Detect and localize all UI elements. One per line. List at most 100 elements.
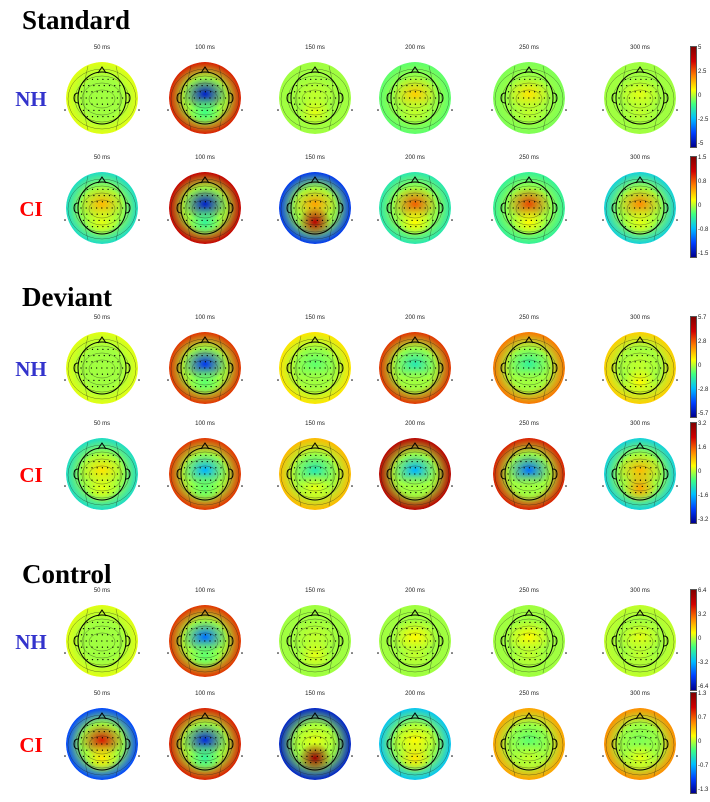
electrode-dots [377,188,453,228]
colorbar-tick-label: 5 [698,45,702,51]
time-label: 300 ms [630,155,650,161]
scalp-potential-map [604,172,676,244]
colorbar-tick-label: 2.5 [698,69,707,75]
topomap: 100 ms [163,587,247,685]
time-label: 300 ms [630,691,650,697]
electrode-dots [602,188,678,228]
head-outline [176,609,234,668]
time-label: 250 ms [519,45,539,51]
time-label: 50 ms [93,421,111,427]
colorbar-tick-label: 3.2 [698,421,707,427]
colorbar-gradient [690,692,697,794]
topomap: 100 ms [163,420,247,518]
head-outline [386,176,444,235]
topomap: 200 ms [373,690,457,788]
electrode-dots [167,454,243,494]
colorbar-tick-label: 6.4 [698,588,707,594]
time-label: 200 ms [405,691,425,697]
time-label: 150 ms [305,45,325,51]
electrode-dots [64,454,140,494]
electrode-dots [167,621,243,661]
colorbar-tick-label: 5.7 [698,315,707,321]
time-label: 200 ms [405,588,425,594]
electrode-dots [377,348,453,388]
electrode-dots [277,724,353,764]
time-label: 50 ms [93,315,111,321]
electrode-dots [602,454,678,494]
topomap: 150 ms [273,44,357,142]
section-title: Control [22,559,112,589]
colorbar-tick-label: 0 [698,636,702,642]
topomap: 300 ms [598,314,682,412]
electrode-dots [491,621,567,661]
head-outline [286,609,344,668]
topomap: 300 ms [598,690,682,788]
head-outline [386,66,444,125]
colorbar: 3.2 1.6 0 -1.6 -3.2 [690,421,710,526]
time-label: 200 ms [405,315,425,321]
colorbar-tick-label: 0 [698,203,702,209]
row-standard-nh: NH 50 ms 100 ms 150 ms 200 ms 250 ms 300 ms 5 2.… [0,44,710,156]
topomap: 150 ms [273,154,357,252]
time-label: 150 ms [305,691,325,697]
electrode-dots [491,724,567,764]
topomap: 50 ms [60,44,144,142]
time-label: 150 ms [305,315,325,321]
colorbar-tick-label: 1.5 [698,155,707,161]
topomap: 100 ms [163,314,247,412]
electrode-dots [64,724,140,764]
row-standard-ci: CI 50 ms 100 ms 150 ms 200 ms 250 ms 300 ms 1.5… [0,154,710,266]
time-label: 50 ms [93,691,111,697]
head-outline [500,336,558,395]
colorbar-tick-label: -0.8 [698,227,709,233]
topomap: 150 ms [273,587,357,685]
head-outline [386,442,444,501]
time-label: 100 ms [195,421,215,427]
head-outline [500,66,558,125]
group-label: CI [19,463,43,487]
electrode-dots [64,621,140,661]
colorbar-gradient [690,422,697,524]
head-outline [286,442,344,501]
time-label: 150 ms [305,155,325,161]
time-label: 200 ms [405,155,425,161]
colorbar-gradient [690,316,697,418]
scalp-potential-map [493,62,565,134]
topomap: 50 ms [60,587,144,685]
head-outline [176,66,234,125]
topomap: 250 ms [487,154,571,252]
colorbar-tick-label: -3.2 [698,517,709,523]
electrode-dots [377,621,453,661]
time-label: 150 ms [305,588,325,594]
colorbar-tick-label: -0.7 [698,763,709,769]
group-label: NH [15,87,47,111]
colorbar-tick-label: -5.7 [698,411,709,417]
colorbar-tick-label: 1.6 [698,445,707,451]
colorbar-tick-label: 0 [698,363,702,369]
topomap: 150 ms [273,420,357,518]
electrode-dots [167,348,243,388]
topomap: 250 ms [487,690,571,788]
time-label: 100 ms [195,588,215,594]
time-label: 200 ms [405,421,425,427]
time-label: 250 ms [519,588,539,594]
electrode-dots [64,348,140,388]
electrode-dots [377,454,453,494]
head-outline [73,609,131,668]
head-outline [611,336,669,395]
colorbar-tick-label: -2.5 [698,117,709,123]
time-label: 100 ms [195,315,215,321]
colorbar-tick-label: -3.2 [698,660,709,666]
head-outline [73,66,131,125]
time-label: 250 ms [519,691,539,697]
electrode-dots [64,78,140,118]
time-label: 250 ms [519,315,539,321]
colorbar-tick-label: 0.8 [698,179,707,185]
topomap: 300 ms [598,420,682,518]
electrode-dots [167,724,243,764]
colorbar: 1.5 0.8 0 -0.8 -1.5 [690,155,710,260]
colorbar-tick-label: 0 [698,739,702,745]
colorbar: 5.7 2.8 0 -2.8 -5.7 [690,315,710,420]
head-outline [73,712,131,771]
head-outline [286,712,344,771]
